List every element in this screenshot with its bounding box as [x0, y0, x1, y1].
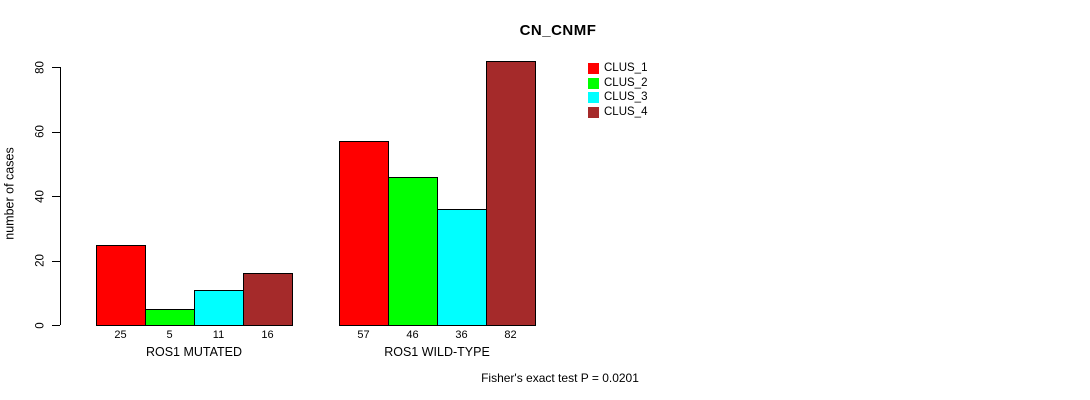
y-tick-label: 20: [34, 254, 47, 267]
legend-row: CLUS_2: [588, 76, 648, 89]
y-tick-label: 60: [34, 125, 47, 139]
legend-swatch-clus_3: [588, 92, 599, 103]
bar-clus_2-1: [145, 308, 195, 326]
bar-clus_2-2: [388, 176, 438, 326]
legend-swatch-clus_4: [588, 106, 599, 118]
y-tick-label: 40: [34, 189, 47, 203]
y-tick-label: 80: [34, 61, 47, 74]
bar-clus_4-1: [243, 273, 293, 326]
y-tick-mark: [52, 131, 60, 133]
y-tick-mark: [52, 325, 60, 326]
bar-value-label: 46: [406, 329, 419, 341]
legend-row: CLUS_4: [588, 105, 648, 118]
bar-clus_3-2: [437, 209, 487, 326]
legend-row: CLUS_3: [588, 91, 648, 103]
bar-clus_4-2: [486, 60, 536, 326]
stat-test-annotation: Fisher's exact test P = 0.0201: [481, 371, 639, 385]
bar-value-label: 16: [261, 329, 274, 341]
bar-value-label: 11: [212, 329, 225, 341]
bar-clus_1-2: [339, 141, 389, 326]
bar-clus_1-1: [96, 244, 146, 326]
chart-title: CN_CNMF: [519, 22, 597, 39]
y-axis-line: [60, 67, 61, 325]
bar-clus_3-1: [194, 289, 244, 326]
bar-value-label: 57: [357, 329, 370, 341]
bar-value-label: 5: [166, 329, 173, 341]
y-tick-mark: [52, 196, 60, 198]
bar-value-label: 82: [504, 329, 517, 341]
legend-swatch-clus_1: [588, 63, 599, 74]
legend-swatch-clus_2: [588, 77, 599, 89]
bar-value-label: 36: [455, 329, 468, 341]
legend-label: CLUS_3: [604, 91, 648, 103]
x-category-label: ROS1 WILD-TYPE: [384, 345, 490, 359]
legend-label: CLUS_2: [604, 76, 648, 89]
legend-label: CLUS_1: [604, 62, 648, 74]
y-axis-label: number of cases: [2, 147, 17, 240]
legend: CLUS_1 CLUS_2 CLUS_3 CLUS_4: [588, 62, 648, 118]
legend-row: CLUS_1: [588, 62, 648, 74]
x-category-label: ROS1 MUTATED: [145, 345, 243, 359]
bar-value-label: 25: [114, 329, 127, 341]
y-tick-label: 0: [34, 321, 47, 329]
legend-label: CLUS_4: [604, 105, 648, 118]
y-tick-mark: [52, 67, 60, 69]
y-tick-mark: [52, 260, 60, 262]
